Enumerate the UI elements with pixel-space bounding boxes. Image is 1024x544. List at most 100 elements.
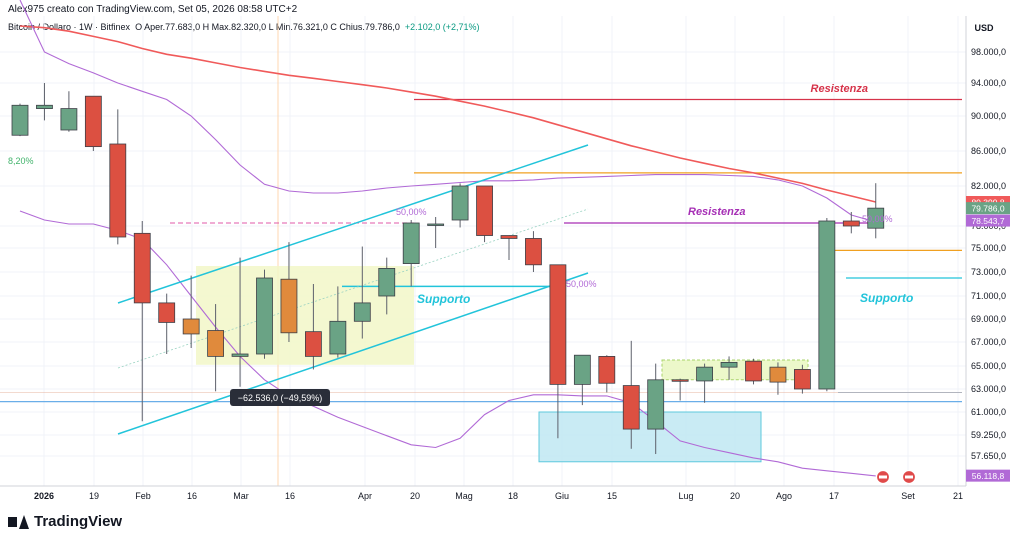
time-tick-label: Giu — [555, 491, 569, 501]
candle-body — [573, 354, 591, 385]
price-tag — [966, 469, 1010, 482]
candle-body — [207, 330, 225, 357]
currency-label: USD — [974, 23, 994, 33]
candle — [451, 183, 469, 228]
upper-band-line — [19, 0, 876, 223]
candle-body — [696, 366, 713, 382]
price-tag-label: 78.543,7 — [971, 216, 1004, 226]
time-tick-label: Set — [901, 491, 915, 501]
time-tick-label: 16 — [187, 491, 197, 501]
time-tick-label: 20 — [730, 491, 740, 501]
candle — [573, 354, 591, 406]
candle-body — [280, 278, 298, 334]
price-tick-label: 63.000,0 — [971, 384, 1006, 394]
candle-body — [598, 355, 616, 384]
candle-body — [451, 185, 469, 221]
candle-body — [549, 264, 567, 385]
candle — [427, 217, 445, 248]
price-tick-label: 71.000,0 — [971, 291, 1006, 301]
candle-body — [329, 320, 347, 355]
candle — [622, 340, 640, 449]
price-tag-label: 79.786,0 — [971, 204, 1004, 214]
candle — [598, 355, 616, 393]
annotations: Resistenza Resistenza Supporto Supporto 50,0… — [8, 83, 917, 485]
change-value: +2.102,0 (+2,71%) — [404, 22, 480, 32]
time-tick-label: 20 — [410, 491, 420, 501]
resistance-label-mid: Resistenza — [688, 206, 745, 218]
candle-body — [231, 353, 249, 357]
time-tick-label: Mar — [233, 491, 249, 501]
support-label-left: Supporto — [417, 292, 470, 306]
candle — [84, 95, 102, 151]
measure-box — [230, 389, 330, 406]
flag-event-icon-stripe — [905, 475, 913, 479]
time-tick-label: 15 — [607, 491, 617, 501]
candle — [476, 185, 493, 243]
price-tick-label: 90.000,0 — [971, 111, 1006, 121]
candle-body — [133, 232, 151, 304]
candle — [158, 293, 176, 354]
tradingview-logo[interactable]: TradingView — [8, 513, 122, 530]
flag-event-icon-stripe — [879, 475, 887, 479]
candle — [818, 218, 836, 392]
candle — [867, 183, 885, 239]
time-tick-label: Ago — [776, 491, 792, 501]
candle — [402, 220, 420, 287]
axes: 98.000,0 94.000,0 90.000,0 86.000,0 82.000,0… — [0, 16, 1010, 501]
candle-body — [378, 267, 396, 297]
candle — [378, 257, 396, 315]
symbol-ohlc-line: Bitcoin / Dollaro · 1W · Bitfinex O Aper… — [8, 22, 479, 32]
candle-body — [745, 360, 762, 382]
candle-body — [109, 143, 127, 238]
price-tag — [966, 202, 1010, 215]
price-tag — [966, 214, 1010, 227]
price-tick-label: 61.000,0 — [971, 407, 1006, 417]
price-tick-label: 69.000,0 — [971, 314, 1006, 324]
candle — [525, 231, 542, 272]
indicator-lines — [19, 0, 876, 477]
candle-body — [671, 379, 689, 382]
candle — [720, 356, 738, 380]
candle-body — [720, 361, 738, 368]
price-tick-label: 65.000,0 — [971, 361, 1006, 371]
candle-body — [794, 369, 811, 390]
candle-body — [622, 385, 640, 430]
candle-body — [476, 185, 493, 236]
time-tick-label: Apr — [358, 491, 372, 501]
candles — [11, 83, 885, 455]
candle — [671, 378, 689, 401]
candle — [182, 275, 200, 348]
candle-body — [182, 318, 200, 335]
candle — [549, 264, 567, 439]
channel-upper-line — [117, 144, 589, 304]
candle — [304, 284, 322, 370]
candle — [794, 364, 811, 394]
candle — [109, 109, 127, 245]
candle — [769, 362, 787, 395]
time-tick-label: 18 — [508, 491, 518, 501]
resistance-label-top: Resistenza — [811, 83, 868, 95]
fib-label: 50,00% — [566, 279, 597, 289]
candle-body — [60, 108, 78, 131]
candle — [36, 83, 53, 121]
time-tick-label: Lug — [678, 491, 693, 501]
time-tick-label: Mag — [455, 491, 473, 501]
candle-body — [36, 104, 53, 109]
support-label-right: Supporto — [860, 291, 913, 305]
price-tick-label: 57.650,0 — [971, 451, 1006, 461]
candle — [696, 363, 713, 403]
logo-text: TradingView — [34, 513, 123, 530]
candle-body — [867, 207, 885, 229]
candle — [60, 91, 78, 132]
candle — [280, 242, 298, 342]
candle-body — [842, 220, 860, 227]
candle — [500, 235, 518, 260]
symbol-label[interactable]: Bitcoin / Dollaro · 1W · Bitfinex — [8, 22, 131, 32]
ema-line — [19, 25, 876, 203]
candle — [329, 286, 347, 358]
candle — [207, 304, 225, 392]
candle — [647, 363, 665, 455]
candle-body — [158, 302, 176, 323]
